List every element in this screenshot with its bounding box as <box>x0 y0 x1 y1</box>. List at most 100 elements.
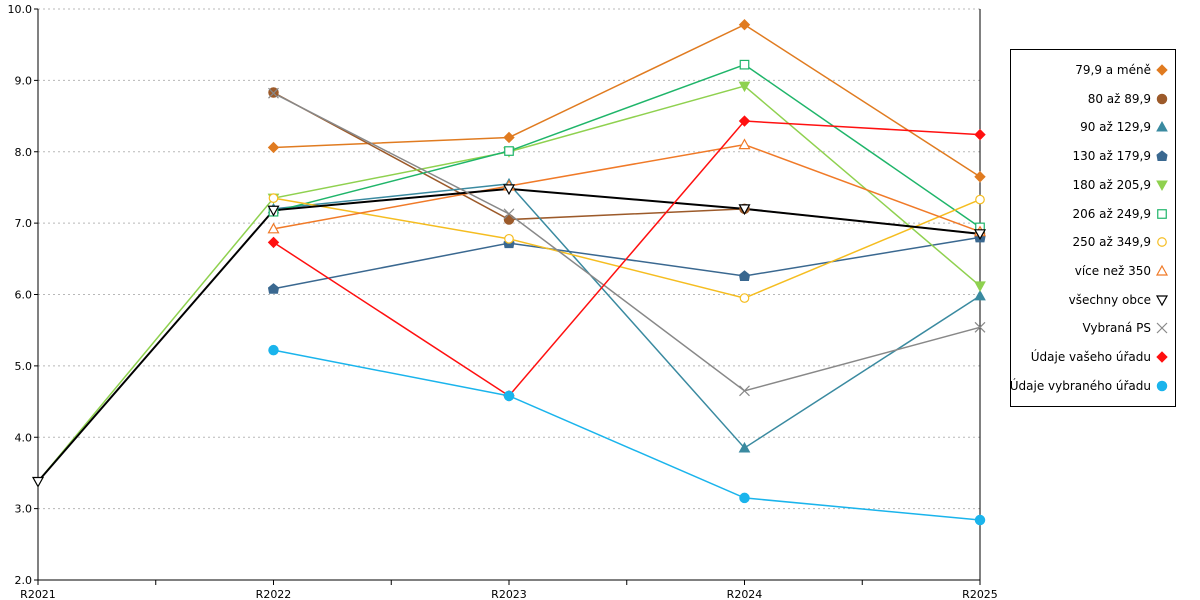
data-point <box>738 270 751 281</box>
data-point <box>503 208 515 220</box>
data-point <box>267 236 280 249</box>
legend-item: 79,9 a méně <box>1075 62 1169 78</box>
data-point <box>267 222 280 234</box>
series-line-0 <box>273 23 981 178</box>
legend-item: 80 až 89,9 <box>1088 91 1169 107</box>
legend-label: Údaje vybraného úřadu <box>1009 378 1151 393</box>
legend-marker-icon <box>1157 237 1167 248</box>
legend-label: Údaje vašeho úřadu <box>1030 350 1151 364</box>
series-line-1 <box>273 91 981 235</box>
legend-marker-icon <box>1156 64 1168 76</box>
data-point <box>267 205 280 217</box>
data-point <box>503 131 515 144</box>
legend-marker-icon <box>1156 121 1168 132</box>
series-line-2 <box>273 183 981 449</box>
data-point <box>268 344 279 356</box>
data-point <box>738 204 751 216</box>
legend-marker-icon <box>1156 322 1168 334</box>
legend-item: 130 až 179,9 <box>1072 148 1169 164</box>
chart-legend: 79,9 a méně 80 až 89,9 90 až 129,9 130 až 1… <box>1010 49 1176 407</box>
legend-item: Údaje vybraného úřadu <box>1010 378 1169 394</box>
x-tick-label: R2022 <box>256 588 292 600</box>
legend-label: 80 až 89,9 <box>1087 91 1151 106</box>
series-line-5 <box>273 63 981 229</box>
data-point <box>739 59 750 70</box>
data-point <box>975 194 985 205</box>
y-tick-label: 4.0 <box>15 431 33 444</box>
legend-label: všechny obce <box>1068 292 1151 307</box>
series-lines <box>37 23 981 521</box>
legend-item: 180 až 205,9 <box>1072 177 1169 193</box>
legend-label: 180 až 205,9 <box>1072 177 1151 192</box>
legend-marker-icon <box>1156 351 1168 363</box>
legend-item: více než 350 <box>1075 263 1169 279</box>
y-tick-label: 7.0 <box>15 217 33 230</box>
data-point <box>739 492 750 504</box>
data-point <box>502 184 516 196</box>
legend-item: 250 až 349,9 <box>1072 234 1169 250</box>
series-line-4 <box>37 85 981 482</box>
series-line-7 <box>273 143 981 233</box>
legend-label: 250 až 349,9 <box>1072 235 1151 250</box>
x-tick-label: R2024 <box>727 588 763 600</box>
data-point <box>738 18 751 31</box>
data-point <box>504 146 514 156</box>
data-point <box>267 283 280 294</box>
legend-label: 90 až 129,9 <box>1080 120 1151 135</box>
data-point <box>973 229 987 241</box>
y-tick-label: 8.0 <box>15 146 33 159</box>
data-point <box>268 87 279 99</box>
legend-marker-icon <box>1156 380 1168 391</box>
x-tick-label: R2025 <box>962 588 998 600</box>
data-point <box>739 385 750 397</box>
series-line-11 <box>273 349 981 521</box>
data-point <box>974 171 986 183</box>
legend-marker-icon <box>1155 294 1169 306</box>
legend-label: Vybraná PS <box>1082 321 1151 336</box>
data-point <box>739 293 750 303</box>
data-point <box>268 193 279 203</box>
data-point <box>738 138 751 150</box>
data-point <box>504 233 514 244</box>
legend-item: všechny obce <box>1069 292 1169 308</box>
legend-item: 206 až 249,9 <box>1072 206 1169 222</box>
x-tick-label: R2023 <box>491 588 527 600</box>
y-tick-label: 5.0 <box>15 360 33 373</box>
data-point <box>974 514 986 526</box>
axes <box>34 8 981 585</box>
legend-marker-icon <box>1156 180 1168 191</box>
legend-label: více než 350 <box>1074 263 1151 278</box>
data-point <box>974 289 986 301</box>
data-point <box>738 81 751 93</box>
data-point <box>503 390 515 402</box>
legend-label: 79,9 a méně <box>1075 63 1151 77</box>
legend-item: 90 až 129,9 <box>1080 119 1169 135</box>
legend-label: 130 až 179,9 <box>1072 149 1151 164</box>
legend-marker-icon <box>1156 93 1168 104</box>
legend-marker-icon <box>1157 208 1167 219</box>
y-tick-label: 2.0 <box>15 574 33 587</box>
y-tick-label: 9.0 <box>15 74 33 87</box>
tick-labels: 2.0 3.0 4.0 5.0 6.0 7.0 8.0 9.0 10.0 R2021 R2022 R2… <box>8 3 998 600</box>
data-point <box>503 214 515 225</box>
series-markers <box>31 18 987 526</box>
data-point <box>31 476 45 488</box>
y-tick-label: 10.0 <box>8 3 33 16</box>
data-point <box>974 321 986 333</box>
data-point <box>974 128 986 141</box>
data-point <box>738 115 751 127</box>
y-tick-label: 6.0 <box>15 289 33 302</box>
series-line-6 <box>273 197 981 299</box>
data-point <box>738 441 751 453</box>
series-line-10 <box>273 120 981 397</box>
legend-item: Údaje vašeho úřadu <box>1031 349 1169 365</box>
y-tick-label: 3.0 <box>15 503 33 516</box>
series-line-9 <box>273 92 981 392</box>
legend-item: Vybraná PS <box>1082 320 1169 336</box>
x-tick-label: R2021 <box>20 588 56 600</box>
data-point <box>267 141 280 154</box>
series-line-3 <box>273 236 981 290</box>
legend-marker-icon <box>1156 150 1168 162</box>
data-point <box>974 281 986 292</box>
